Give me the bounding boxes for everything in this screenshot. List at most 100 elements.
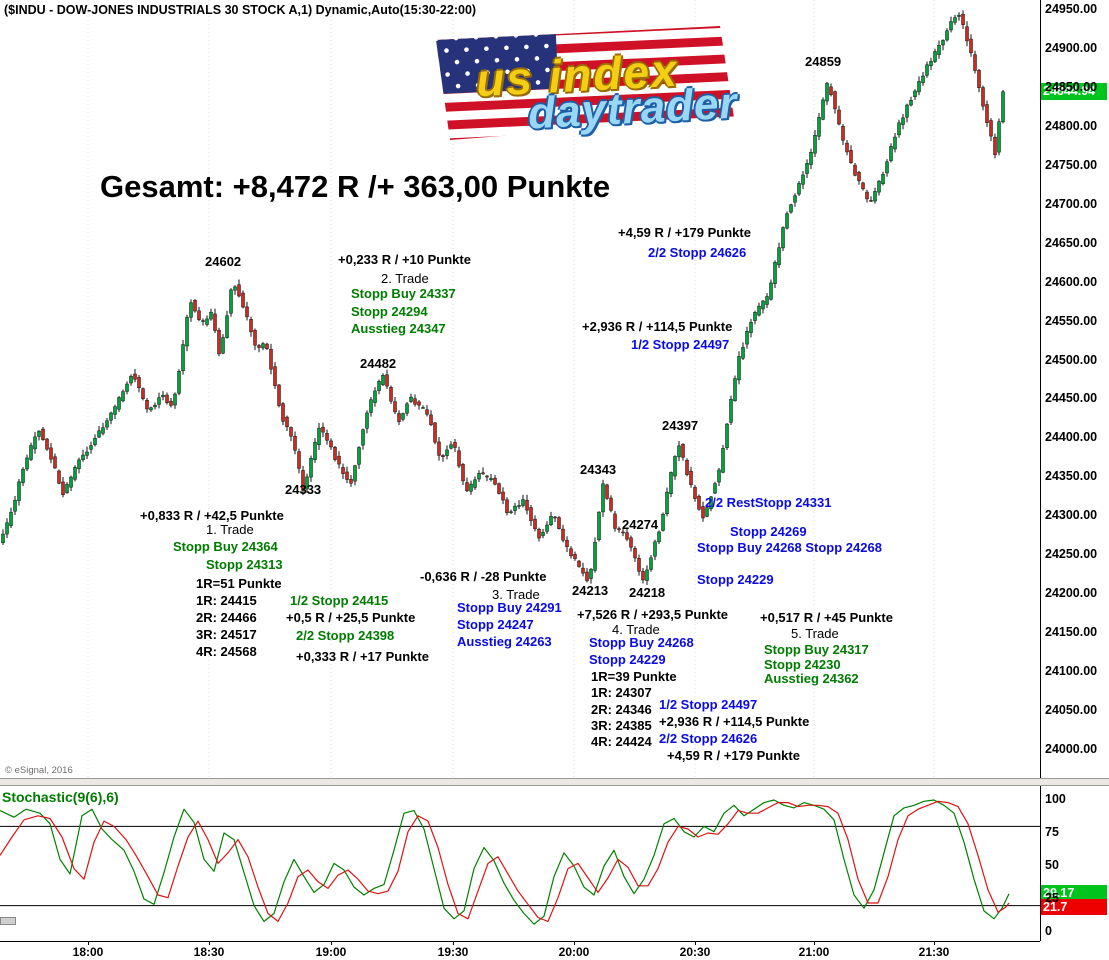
candle-body xyxy=(677,445,681,458)
candle-body xyxy=(485,475,489,478)
candle-body xyxy=(353,465,357,482)
time-tickmark xyxy=(695,941,696,945)
candle-body xyxy=(381,375,385,386)
candle-body xyxy=(45,438,49,450)
candle-body xyxy=(165,394,169,403)
candle-body xyxy=(337,455,341,465)
time-tickmark xyxy=(453,941,454,945)
candle-body xyxy=(729,399,733,423)
candle-body xyxy=(805,163,809,174)
stochastic-panel[interactable] xyxy=(0,786,1040,942)
candle-body xyxy=(213,313,217,331)
candle-body xyxy=(989,120,993,137)
last-price-badge: 24844.94 xyxy=(1041,83,1107,100)
candle-body xyxy=(1001,91,1005,123)
candle-body xyxy=(449,444,453,449)
candle-body xyxy=(889,146,893,161)
candle-body xyxy=(141,388,145,399)
main-price-chart[interactable] xyxy=(0,0,1040,778)
candle-body xyxy=(581,567,585,574)
candle-body xyxy=(665,491,669,514)
candle-body xyxy=(785,213,789,229)
candle-body xyxy=(217,329,221,355)
candle-body xyxy=(545,524,549,532)
candle-body xyxy=(229,289,233,314)
candle-body xyxy=(629,537,633,548)
candle-body xyxy=(1,533,5,543)
candle-body xyxy=(377,381,381,392)
candle-body xyxy=(169,400,173,406)
candle-body xyxy=(289,427,293,437)
candle-body xyxy=(121,391,125,402)
price-tick-label: 24250.00 xyxy=(1045,547,1098,562)
candle-body xyxy=(501,491,505,501)
candle-body xyxy=(417,401,421,406)
candle-body xyxy=(305,476,309,490)
candle-body xyxy=(77,459,81,469)
candle-body xyxy=(129,375,133,384)
time-tickmark xyxy=(574,941,575,945)
candle-body xyxy=(885,161,889,174)
candle-body xyxy=(37,430,41,437)
time-tick-label: 20:30 xyxy=(679,945,711,959)
price-axis[interactable]: 24844.94 29.17 21.7 24950.00 24900.00 2485… xyxy=(1041,0,1109,960)
candle-body xyxy=(69,476,73,488)
candle-body xyxy=(909,100,913,106)
candle-body xyxy=(593,542,597,571)
pane-resize-handle[interactable] xyxy=(0,917,16,925)
candle-body xyxy=(669,472,673,495)
candle-body xyxy=(161,394,165,398)
price-tick-label: 24550.00 xyxy=(1045,313,1098,328)
price-tick-label: 24400.00 xyxy=(1045,430,1098,445)
time-tick-label: 19:30 xyxy=(437,945,469,959)
candle-body xyxy=(281,403,285,422)
time-tickmark xyxy=(331,941,332,945)
stoch-tick-label: 100 xyxy=(1045,792,1066,806)
time-axis[interactable]: 18:00 18:30 19:00 19:30 20:00 20:30 21:00 21:30 xyxy=(0,941,1040,960)
candle-body xyxy=(369,399,373,413)
candle-body xyxy=(425,409,429,415)
candle-body xyxy=(221,337,225,354)
price-tick-label: 24000.00 xyxy=(1045,741,1098,756)
candle-body xyxy=(9,511,13,526)
candle-body xyxy=(385,374,389,387)
price-tick-label: 24850.00 xyxy=(1045,79,1098,94)
candle-body xyxy=(773,261,777,284)
candle-body xyxy=(341,467,345,474)
candle-body xyxy=(465,482,469,492)
candle-body xyxy=(189,302,193,318)
chart-splitter[interactable] xyxy=(0,778,1109,786)
time-tick-label: 18:30 xyxy=(193,945,225,959)
candle-body xyxy=(133,373,137,380)
candle-body xyxy=(185,316,189,347)
candle-body xyxy=(65,484,69,494)
candle-body xyxy=(753,312,757,321)
candle-body xyxy=(965,26,969,42)
window-title: ($INDU - DOW-JONES INDUSTRIALS 30 STOCK … xyxy=(4,3,477,17)
candle-body xyxy=(453,442,457,448)
stoch-tick-label: 75 xyxy=(1045,825,1059,839)
stoch-tick-label: 25 xyxy=(1045,891,1059,905)
candle-body xyxy=(973,54,977,71)
stoch-tick-label: 0 xyxy=(1045,924,1052,938)
candle-body xyxy=(293,435,297,451)
stoch-line-d xyxy=(0,800,1010,922)
price-tick-label: 24200.00 xyxy=(1045,586,1098,601)
candle-body xyxy=(793,195,797,203)
candle-body xyxy=(857,172,861,182)
copyright-esignal: © eSignal, 2016 xyxy=(5,765,73,776)
candle-body xyxy=(157,397,161,405)
candle-body xyxy=(741,347,745,359)
candle-body xyxy=(253,329,257,346)
candle-body xyxy=(685,459,689,475)
candle-body xyxy=(273,366,277,386)
candle-body xyxy=(761,300,765,310)
candle-body xyxy=(637,558,641,572)
candle-body xyxy=(841,126,845,141)
candle-body xyxy=(829,86,833,95)
candle-body xyxy=(365,412,369,429)
candle-body xyxy=(981,87,985,107)
time-tick-label: 19:00 xyxy=(315,945,347,959)
candle-body xyxy=(757,305,761,316)
candle-body xyxy=(461,464,465,482)
